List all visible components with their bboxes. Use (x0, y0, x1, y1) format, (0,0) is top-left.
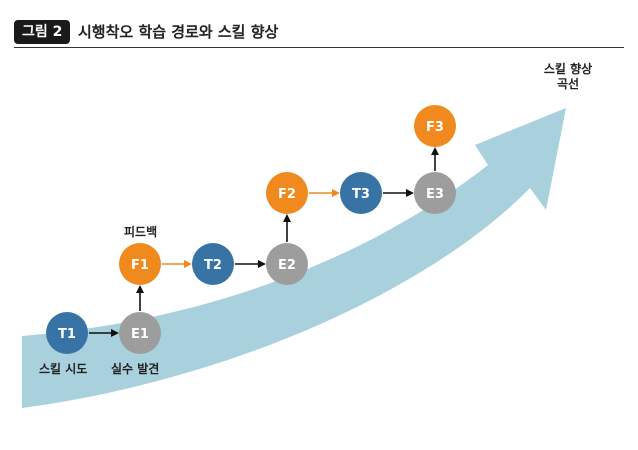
figure-title: 시행착오 학습 경로와 스킬 향상 (78, 23, 279, 41)
node-t3: T3 (340, 172, 382, 214)
nodes: T1 E1 F1 T2 E2 F2 T3 E3 F3 (46, 105, 456, 354)
feedback-caption: 피드백 (124, 224, 157, 239)
node-e3: E3 (414, 172, 456, 214)
node-label-e3: E3 (426, 187, 444, 202)
skill-curve-caption-line2: 곡선 (557, 76, 579, 91)
node-f1: F1 (119, 243, 161, 285)
node-t1: T1 (46, 312, 88, 354)
node-circle-f1 (119, 243, 161, 285)
node-label-f2: F2 (278, 187, 296, 202)
node-circle-f3 (414, 105, 456, 147)
node-label-e1: E1 (131, 327, 149, 342)
header-rule (14, 47, 624, 48)
node-t2: T2 (192, 243, 234, 285)
node-circle-t2 (192, 243, 234, 285)
node-circle-t3 (340, 172, 382, 214)
node-e2: E2 (266, 243, 308, 285)
node-label-f1: F1 (131, 258, 149, 273)
node-f2: F2 (266, 172, 308, 214)
node-label-e2: E2 (278, 258, 296, 273)
node-circle-e1 (119, 312, 161, 354)
node-label-f3: F3 (426, 120, 444, 135)
node-label-t3: T3 (352, 187, 370, 202)
node-label-t2: T2 (204, 258, 222, 273)
skill-attempt-caption: 스킬 시도 (39, 362, 87, 376)
node-label-t1: T1 (58, 327, 76, 342)
node-circle-e2 (266, 243, 308, 285)
node-circle-t1 (46, 312, 88, 354)
node-f3: F3 (414, 105, 456, 147)
node-circle-f2 (266, 172, 308, 214)
node-circle-e3 (414, 172, 456, 214)
node-e1: E1 (119, 312, 161, 354)
figure-header: 그림 2 시행착오 학습 경로와 스킬 향상 (14, 18, 624, 48)
edges (89, 147, 439, 337)
figure-number-badge: 그림 2 (14, 20, 71, 44)
skill-curve-caption-line1: 스킬 향상 (544, 61, 592, 76)
failure-discovery-caption: 실수 발견 (111, 361, 159, 376)
